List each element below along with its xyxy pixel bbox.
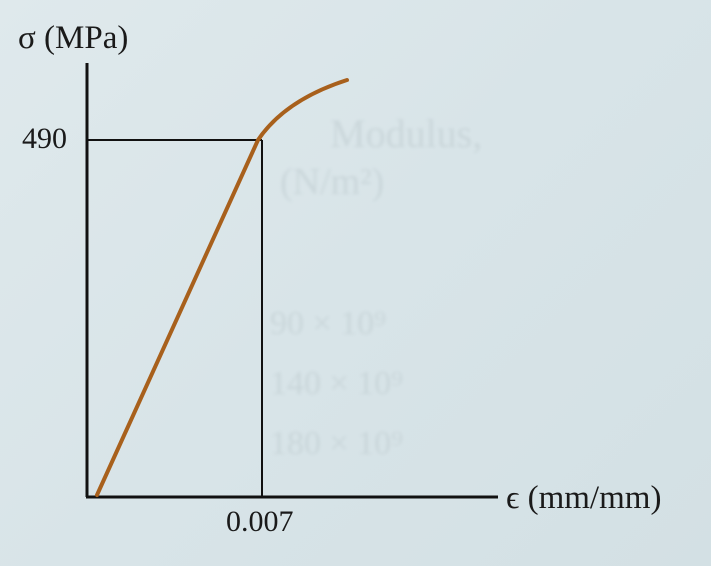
background-bleed-text: 90 × 10⁹ [270, 305, 387, 342]
x-tick-label: 0.007 [226, 505, 294, 538]
background-bleed-text: Modulus, [330, 111, 483, 156]
x-axis-label: ϵ (mm/mm) [506, 480, 662, 516]
background-bleed-text: 180 × 10⁹ [270, 425, 404, 462]
stress-strain-curve [95, 78, 349, 497]
background-bleed-text: 140 × 10⁹ [270, 365, 404, 402]
background-bleed-text: (N/m²) [280, 161, 385, 203]
y-tick-label: 490 [22, 122, 67, 155]
y-axis-label: σ (MPa) [18, 20, 129, 56]
